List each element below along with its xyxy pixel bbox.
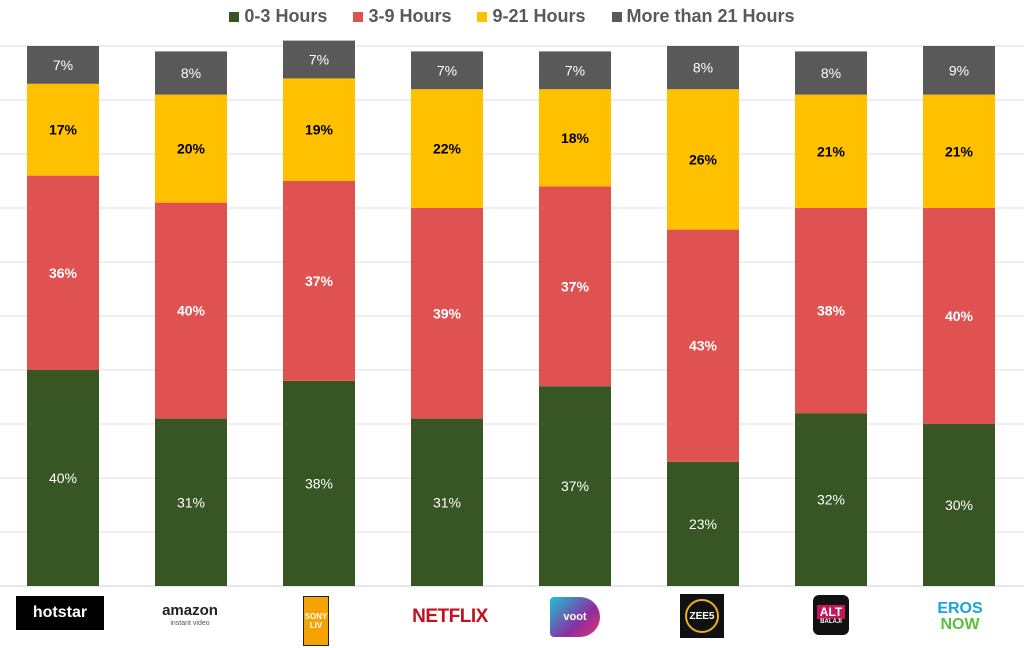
bar-segment bbox=[539, 51, 611, 90]
data-label: 43% bbox=[689, 338, 718, 354]
data-label: 40% bbox=[49, 470, 77, 486]
legend-item: 3-9 Hours bbox=[353, 6, 451, 27]
legend-label: More than 21 Hours bbox=[626, 6, 795, 26]
bar-segment bbox=[795, 208, 867, 414]
bar-segment bbox=[283, 40, 355, 79]
bar-segment bbox=[155, 418, 227, 586]
legend-item: More than 21 Hours bbox=[611, 6, 795, 27]
data-label: 22% bbox=[433, 141, 462, 157]
bar-segment bbox=[539, 386, 611, 586]
bar-segment bbox=[155, 51, 227, 95]
data-label: 36% bbox=[49, 265, 78, 281]
logo-hotstar: hotstar bbox=[16, 596, 104, 630]
data-label: 31% bbox=[433, 494, 461, 510]
data-label: 20% bbox=[177, 141, 206, 157]
bar-segment bbox=[27, 83, 99, 176]
data-label: 39% bbox=[433, 305, 462, 321]
bar-segment bbox=[923, 208, 995, 424]
bar-segment bbox=[923, 424, 995, 586]
category-label: ZEE5 bbox=[685, 599, 719, 633]
logo-netflix: NETFLIX bbox=[410, 594, 490, 640]
category-label: hotstar bbox=[32, 604, 88, 621]
legend-swatch bbox=[611, 11, 622, 22]
data-label: 40% bbox=[177, 303, 206, 319]
legend-label: 9-21 Hours bbox=[492, 6, 586, 26]
logo-altbalaji: ALT BALAJI bbox=[813, 595, 849, 635]
bar-segment bbox=[283, 181, 355, 381]
category-label: voot bbox=[563, 611, 587, 623]
data-label: 26% bbox=[689, 151, 718, 167]
data-label: 8% bbox=[181, 65, 201, 81]
legend-item: 0-3 Hours bbox=[229, 6, 327, 27]
bar-segment bbox=[155, 94, 227, 203]
data-label: 7% bbox=[309, 52, 329, 68]
category-label: NETFLIX bbox=[412, 606, 488, 627]
legend-swatch bbox=[353, 11, 364, 22]
bar-segment bbox=[795, 51, 867, 95]
bar-segment bbox=[667, 46, 739, 90]
bar-segment bbox=[923, 46, 995, 95]
data-label: 8% bbox=[693, 60, 713, 76]
data-label: 38% bbox=[817, 303, 846, 319]
bar-segment bbox=[795, 413, 867, 586]
bar-segment bbox=[411, 51, 483, 90]
logo-zee5: ZEE5 bbox=[680, 594, 724, 638]
bar-segment bbox=[411, 89, 483, 208]
data-label: 32% bbox=[817, 492, 845, 508]
data-label: 18% bbox=[561, 130, 590, 146]
legend-item: 9-21 Hours bbox=[477, 6, 586, 27]
bar-segment bbox=[539, 89, 611, 187]
logo-erosnow: EROS NOW bbox=[937, 600, 983, 633]
data-label: 8% bbox=[821, 65, 841, 81]
legend-label: 0-3 Hours bbox=[244, 6, 328, 26]
data-label: 21% bbox=[945, 143, 974, 159]
logo-voot: voot bbox=[550, 597, 600, 637]
legend-label: 3-9 Hours bbox=[368, 6, 452, 26]
bar-segment bbox=[283, 380, 355, 586]
data-label: 31% bbox=[177, 494, 205, 510]
logo-amazon: amazon instant video bbox=[162, 602, 218, 627]
data-label: 30% bbox=[945, 497, 973, 513]
bar-segment bbox=[411, 208, 483, 419]
data-label: 7% bbox=[565, 62, 585, 78]
data-label: 9% bbox=[949, 62, 969, 78]
legend: 0-3 Hours 3-9 Hours 9-21 Hours More than 21… bbox=[0, 6, 1024, 27]
data-label: 7% bbox=[437, 62, 457, 78]
bar-segment bbox=[795, 94, 867, 208]
data-label: 21% bbox=[817, 143, 846, 159]
data-label: 37% bbox=[305, 273, 334, 289]
stacked-bar-chart: 40% 36% 17% 7% 31% 40% 20% 8% 38% 37% 19% 7% 31% 39% 2… bbox=[0, 40, 1024, 587]
legend-swatch bbox=[477, 11, 488, 22]
bar-segment bbox=[155, 202, 227, 419]
data-label: 19% bbox=[305, 122, 334, 138]
data-label: 38% bbox=[305, 475, 333, 491]
logo-sonyliv: SONY LIV bbox=[303, 596, 329, 646]
data-label: 17% bbox=[49, 122, 78, 138]
bar-segment bbox=[539, 186, 611, 387]
data-label: 23% bbox=[689, 516, 717, 532]
bar-segment bbox=[27, 46, 99, 84]
bar-segment bbox=[411, 418, 483, 586]
data-label: 40% bbox=[945, 308, 974, 324]
bar-segment bbox=[667, 89, 739, 230]
data-label: 7% bbox=[53, 57, 73, 73]
legend-swatch bbox=[229, 11, 240, 22]
bar-segment bbox=[283, 78, 355, 181]
bar-segment bbox=[27, 175, 99, 370]
bar-segment bbox=[667, 229, 739, 462]
data-label: 37% bbox=[561, 478, 589, 494]
bar-segment bbox=[667, 461, 739, 586]
bar-segment bbox=[923, 94, 995, 208]
bar-segment bbox=[27, 370, 99, 586]
data-label: 37% bbox=[561, 278, 590, 294]
